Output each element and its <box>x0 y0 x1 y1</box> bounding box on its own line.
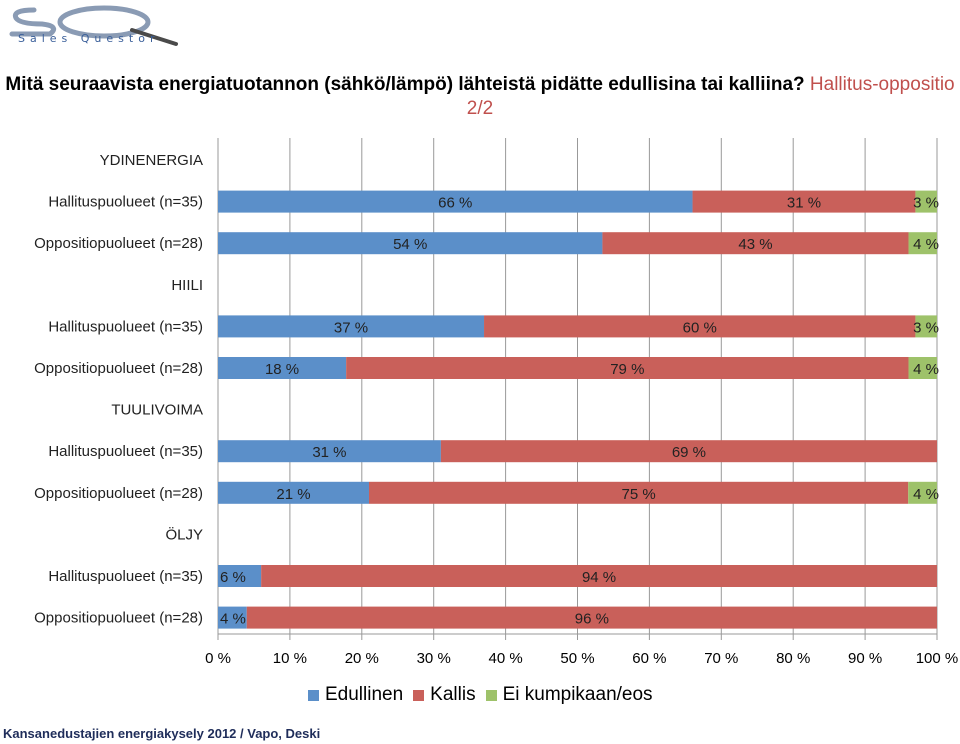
x-tick-label: 30 % <box>417 650 451 667</box>
legend-swatch-kallis <box>413 689 425 701</box>
x-tick-label: 80 % <box>776 650 810 667</box>
x-tick-label: 0 % <box>205 650 231 667</box>
bar-segment <box>484 315 916 338</box>
logo: Sales Questor <box>4 2 180 48</box>
title-subtitle: Hallitus-oppositio 2/2 <box>466 74 955 119</box>
data-label: 43 % <box>738 236 772 253</box>
data-label: 4 % <box>913 486 939 503</box>
row-label: Oppositiopuolueet (n=28) <box>34 610 203 627</box>
bar-segment <box>218 357 347 379</box>
x-tick-label: 100 % <box>916 650 959 667</box>
legend-item-edullinen: Edullinen <box>308 684 403 706</box>
data-label: 94 % <box>582 569 616 586</box>
logo-graphic <box>9 5 178 46</box>
group-label: ÖLJY <box>165 525 203 543</box>
bar-segment <box>218 232 603 255</box>
data-label: 3 % <box>913 319 939 336</box>
row-label: Hallituspuolueet (n=35) <box>48 443 203 460</box>
data-label: 6 % <box>220 569 246 586</box>
data-label: 60 % <box>683 319 717 336</box>
x-tick-label: 40 % <box>488 650 522 667</box>
bar-segment <box>218 565 262 587</box>
data-label: 18 % <box>265 361 299 378</box>
row-label: Hallituspuolueet (n=35) <box>48 568 203 585</box>
data-label: 96 % <box>575 611 609 628</box>
row-label: Hallituspuolueet (n=35) <box>48 194 203 211</box>
chart-title: Mitä seuraavista energiatuotannon (sähkö… <box>0 73 960 121</box>
row-label: Hallituspuolueet (n=35) <box>48 318 203 335</box>
group-label: YDINENERGIA <box>100 152 203 169</box>
bar-segment <box>908 357 937 379</box>
row-label: Oppositiopuolueet (n=28) <box>34 360 203 377</box>
row-label: Oppositiopuolueet (n=28) <box>34 485 203 502</box>
x-tick-label: 90 % <box>848 650 882 667</box>
data-label: 66 % <box>438 195 472 212</box>
bar-segment <box>908 232 937 255</box>
data-label: 4 % <box>220 611 246 628</box>
data-label: 37 % <box>334 319 368 336</box>
bar-segment <box>218 190 693 213</box>
data-label: 4 % <box>913 361 939 378</box>
legend-item-kallis: Kallis <box>413 684 476 706</box>
bar-segment <box>915 190 937 213</box>
bar-segment <box>218 481 369 504</box>
x-tick-label: 50 % <box>560 650 594 667</box>
legend-swatch-edullinen <box>308 689 319 701</box>
bar-segment <box>908 481 937 504</box>
data-label: 54 % <box>393 236 427 253</box>
data-label: 69 % <box>672 444 706 461</box>
data-label: 3 % <box>913 195 939 212</box>
data-label: 21 % <box>276 486 310 503</box>
bar-segment <box>368 481 909 504</box>
logo-subtitle: Sales Questor <box>18 32 160 45</box>
source-footer: Kansanedustajien energiakysely 2012 / Va… <box>3 726 321 741</box>
bar-segment <box>602 232 909 255</box>
data-label: 31 % <box>312 444 346 461</box>
bar-segment <box>915 315 937 338</box>
row-label: Oppositiopuolueet (n=28) <box>34 235 203 252</box>
x-tick-label: 60 % <box>632 650 666 667</box>
legend-label-edullinen: Edullinen <box>325 684 404 705</box>
bar-segment <box>218 606 247 629</box>
data-label: 79 % <box>610 361 644 378</box>
x-tick-label: 10 % <box>273 650 307 667</box>
x-tick-label: 70 % <box>704 650 738 667</box>
bar-segment <box>440 440 937 463</box>
legend-label-kallis: Kallis <box>430 684 476 705</box>
group-label: HIILI <box>171 277 203 294</box>
data-label: 31 % <box>787 195 821 212</box>
bar-segment <box>218 440 441 463</box>
legend-item-eos: Ei kumpikaan/eos <box>485 684 653 706</box>
group-label: TUULIVOIMA <box>111 402 203 419</box>
x-tick-label: 20 % <box>345 650 379 667</box>
data-label: 75 % <box>622 486 656 503</box>
legend: Edullinen Kallis Ei kumpikaan/eos <box>308 684 663 706</box>
legend-label-eos: Ei kumpikaan/eos <box>502 684 653 705</box>
stacked-bar-chart: 0 % 10 % 20 % 30 % 40 % 50 % 60 % 70 % 80 % 90 % 1… <box>34 138 959 667</box>
bar-segment <box>246 606 937 629</box>
title-question: Mitä seuraavista energiatuotannon (sähkö… <box>5 74 805 95</box>
legend-swatch-eos <box>485 689 497 701</box>
bar-segment <box>218 315 485 338</box>
bar-segment <box>261 565 937 587</box>
data-label: 4 % <box>913 236 939 253</box>
bar-segment <box>346 357 909 379</box>
bar-segment <box>692 190 916 213</box>
